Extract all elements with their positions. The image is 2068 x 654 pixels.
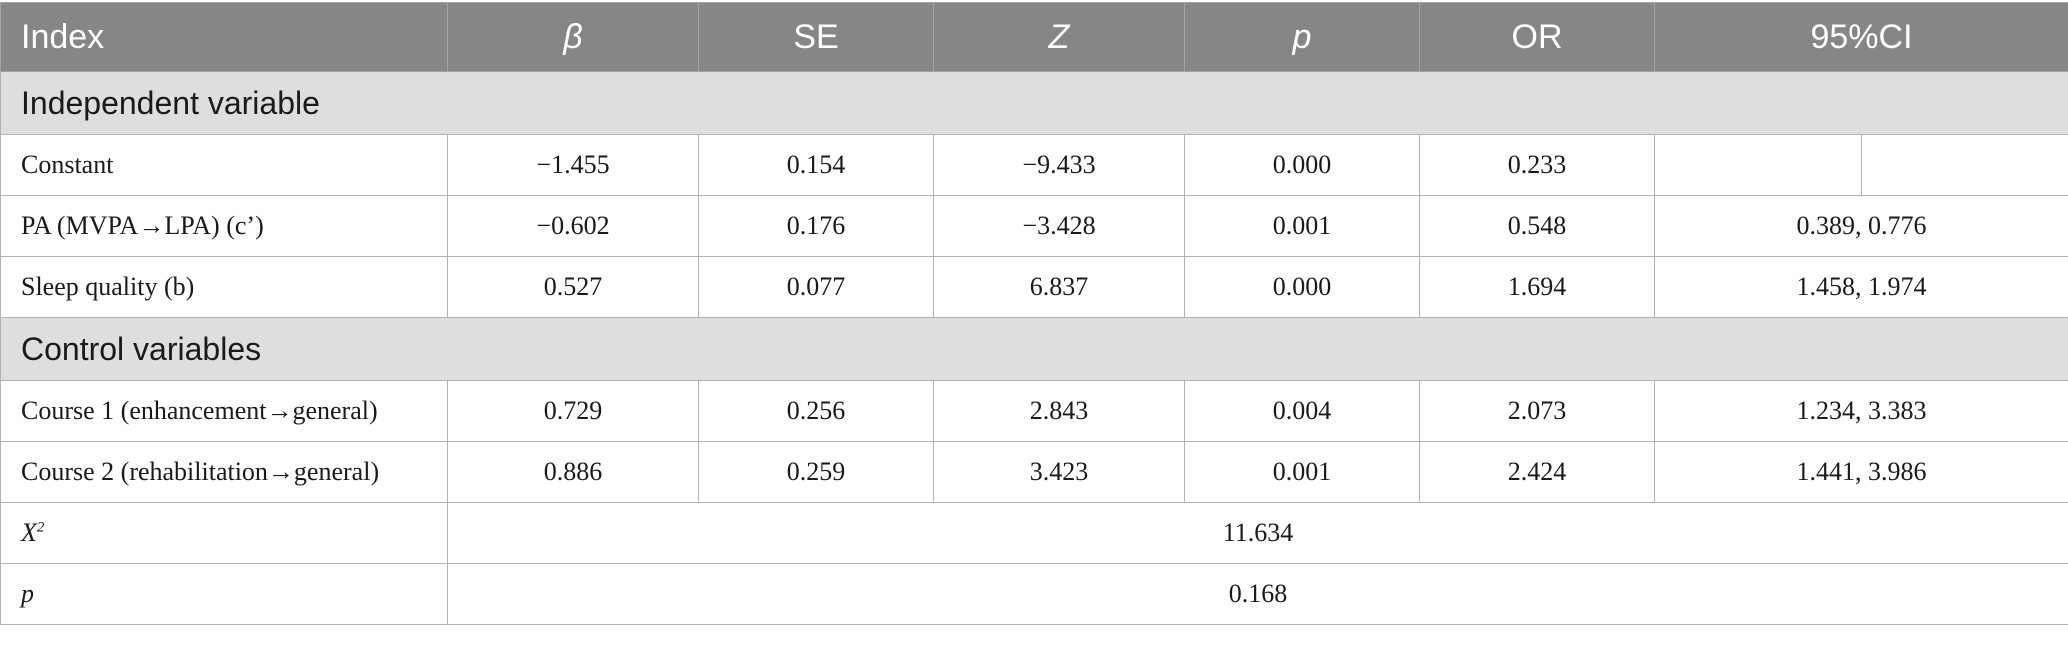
table-row: Constant −1.455 0.154 −9.433 0.000 0.233: [0, 134, 2068, 196]
cell-or: 0.548: [1419, 195, 1655, 257]
cell-se: 0.077: [698, 256, 934, 318]
cell-or: 2.424: [1419, 441, 1655, 503]
cell-ci-upper: [1861, 134, 2068, 196]
cell-or: 1.694: [1419, 256, 1655, 318]
cell-beta: 0.729: [447, 380, 699, 442]
cell-ci-lower: [1654, 134, 1862, 196]
regression-table: Index β SE Z p OR 95%CI Independent vari…: [0, 2, 2068, 625]
cell-ci: 0.389, 0.776: [1654, 195, 2068, 257]
table-row: PA (MVPA→LPA) (c’) −0.602 0.176 −3.428 0…: [0, 195, 2068, 257]
cell-beta: −1.455: [447, 134, 699, 196]
chi-square-value: 11.634: [447, 502, 2068, 564]
cell-z: −3.428: [933, 195, 1185, 257]
cell-se: 0.256: [698, 380, 934, 442]
row-label: Course 2 (rehabilitation→general): [0, 441, 448, 503]
header-z: Z: [933, 2, 1185, 72]
header-row: Index β SE Z p OR 95%CI: [0, 2, 2068, 72]
cell-z: −9.433: [933, 134, 1185, 196]
section-row-independent: Independent variable: [0, 71, 2068, 135]
footer-row-chi-square: X2 11.634: [0, 502, 2068, 564]
table-row: Course 2 (rehabilitation→general) 0.886 …: [0, 441, 2068, 503]
cell-p: 0.004: [1184, 380, 1420, 442]
cell-p: 0.001: [1184, 195, 1420, 257]
table-row: Sleep quality (b) 0.527 0.077 6.837 0.00…: [0, 256, 2068, 318]
cell-p: 0.000: [1184, 256, 1420, 318]
table-row: Course 1 (enhancement→general) 0.729 0.2…: [0, 380, 2068, 442]
header-index: Index: [0, 2, 448, 72]
cell-or: 2.073: [1419, 380, 1655, 442]
cell-ci: 1.234, 3.383: [1654, 380, 2068, 442]
row-label-p: p: [0, 563, 448, 625]
section-title: Control variables: [0, 317, 2068, 381]
header-p: p: [1184, 2, 1420, 72]
cell-se: 0.259: [698, 441, 934, 503]
chi-square-superscript: 2: [36, 519, 45, 536]
header-ci: 95%CI: [1654, 2, 2068, 72]
cell-beta: 0.527: [447, 256, 699, 318]
cell-p: 0.000: [1184, 134, 1420, 196]
header-or: OR: [1419, 2, 1655, 72]
table-container: Index β SE Z p OR 95%CI Independent vari…: [0, 2, 2068, 625]
chi-square-symbol: X: [21, 518, 37, 547]
row-label: Constant: [0, 134, 448, 196]
cell-z: 6.837: [933, 256, 1185, 318]
footer-row-p: p 0.168: [0, 563, 2068, 625]
p-value: 0.168: [447, 563, 2068, 625]
cell-z: 3.423: [933, 441, 1185, 503]
cell-se: 0.176: [698, 195, 934, 257]
row-label: Sleep quality (b): [0, 256, 448, 318]
cell-ci: 1.458, 1.974: [1654, 256, 2068, 318]
row-label: PA (MVPA→LPA) (c’): [0, 195, 448, 257]
section-row-control: Control variables: [0, 317, 2068, 381]
cell-beta: 0.886: [447, 441, 699, 503]
row-label-chi-square: X2: [0, 502, 448, 564]
cell-beta: −0.602: [447, 195, 699, 257]
header-beta: β: [447, 2, 699, 72]
cell-or: 0.233: [1419, 134, 1655, 196]
cell-p: 0.001: [1184, 441, 1420, 503]
cell-se: 0.154: [698, 134, 934, 196]
row-label: Course 1 (enhancement→general): [0, 380, 448, 442]
cell-ci: 1.441, 3.986: [1654, 441, 2068, 503]
section-title: Independent variable: [0, 71, 2068, 135]
cell-z: 2.843: [933, 380, 1185, 442]
header-se: SE: [698, 2, 934, 72]
